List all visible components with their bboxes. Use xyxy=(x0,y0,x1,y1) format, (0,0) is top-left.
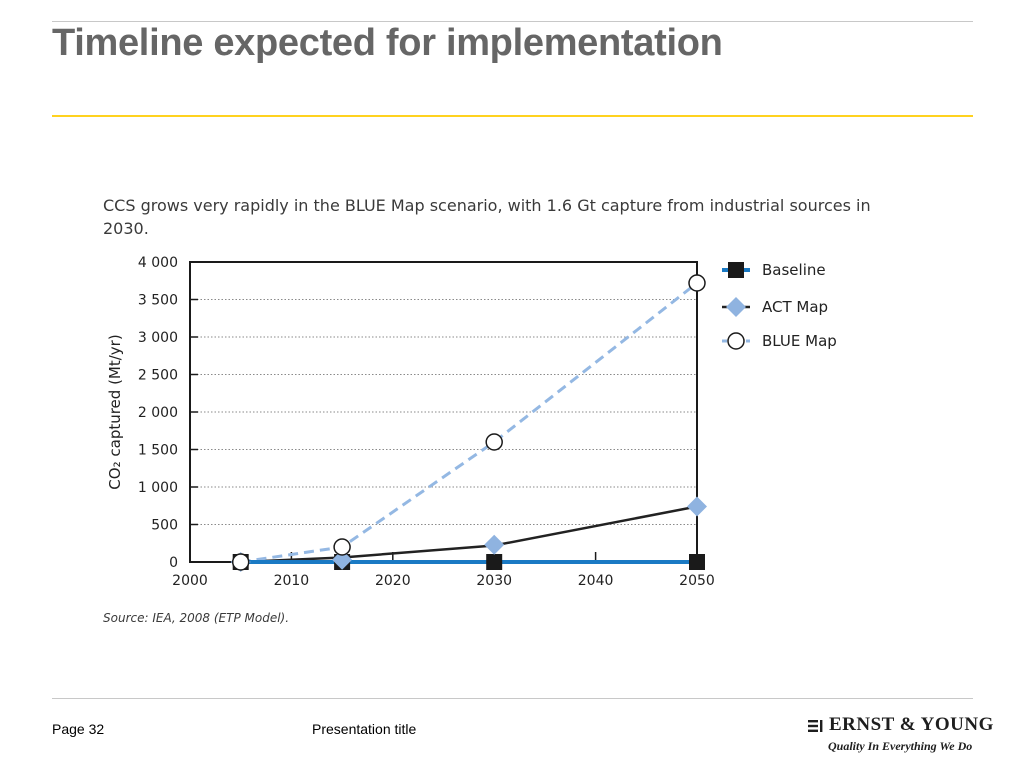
trend-line xyxy=(240,505,698,564)
legend-marker xyxy=(726,297,746,317)
x-tick-label: 2050 xyxy=(679,573,715,589)
top-divider xyxy=(52,21,973,22)
series-line-blue-map xyxy=(240,281,698,564)
y-tick-label: 2 500 xyxy=(138,368,178,384)
legend-marker xyxy=(727,332,745,350)
point-act-map xyxy=(687,496,707,517)
presentation-title: Presentation title xyxy=(312,721,417,737)
legend-label: BLUE Map xyxy=(762,332,837,350)
y-tick-label: 4 000 xyxy=(138,255,178,271)
point-blue-map xyxy=(231,553,250,571)
x-tick-label: 2010 xyxy=(274,573,310,589)
logo-tagline: Quality In Everything We Do xyxy=(828,739,973,753)
y-tick-label: 3 000 xyxy=(138,330,178,346)
logo-wordmark: ERNST & YOUNG xyxy=(808,714,993,736)
ccs-chart: 0 500 1 000 1 500 2 000 2 500 3 000 3 500 4 000 2… xyxy=(106,255,837,589)
y-tick-label: 1 500 xyxy=(138,443,178,459)
page-number: Page 32 xyxy=(52,721,105,737)
x-tick-label: 2020 xyxy=(375,573,411,589)
logo-name: ERNST & YOUNG xyxy=(829,714,994,735)
x-tick-label: 2040 xyxy=(578,573,614,589)
logo-bars-icon xyxy=(808,719,823,732)
chart-title: CCS grows very rapidly in the BLUE Map s… xyxy=(103,196,871,238)
y-tick-label: 3 500 xyxy=(138,293,178,309)
y-tick-label: 1 000 xyxy=(138,480,178,496)
legend-label: ACT Map xyxy=(762,298,828,316)
x-tick-label: 2000 xyxy=(172,573,208,589)
slide-title: Timeline expected for implementation xyxy=(52,22,723,64)
point-blue-map xyxy=(485,433,503,451)
point-baseline xyxy=(689,554,705,570)
legend-marker xyxy=(728,262,744,278)
y-axis-label: CO₂ captured (Mt/yr) xyxy=(106,334,124,489)
x-tick-label: 2030 xyxy=(476,573,512,589)
point-act-map xyxy=(332,549,353,570)
point-baseline xyxy=(486,554,503,570)
point-blue-map xyxy=(333,538,351,556)
title-underline xyxy=(52,115,973,117)
ernst-young-logo: ERNST & YOUNG Quality In Everything We D… xyxy=(808,714,993,754)
y-tick-label: 0 xyxy=(169,555,178,571)
point-blue-map xyxy=(688,274,706,292)
legend-label: Baseline xyxy=(762,261,826,279)
point-act-map xyxy=(484,534,505,555)
y-tick-label: 500 xyxy=(151,518,178,534)
y-tick-label: 2 000 xyxy=(138,405,178,421)
chart-source: Source: IEA, 2008 (ETP Model). xyxy=(103,611,290,625)
footer-divider xyxy=(52,698,973,699)
